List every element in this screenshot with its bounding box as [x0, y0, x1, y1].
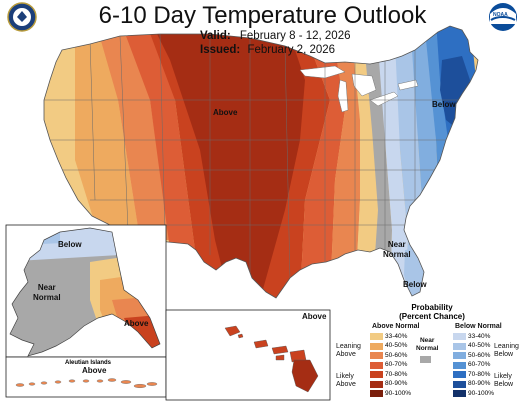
hawaii-islands	[224, 325, 319, 393]
legend-above-label: 70-80%	[385, 370, 408, 378]
great-lakes	[299, 65, 419, 113]
legend-above-label: 33-40%	[385, 332, 408, 340]
valid-label: Valid:	[200, 30, 231, 42]
legend-near-heading: Near Normal	[416, 337, 439, 352]
legend-leaning-below: Leaning Below	[494, 343, 519, 358]
legend-above-label: 90-100%	[385, 389, 412, 397]
legend-above-swatch	[370, 333, 383, 340]
legend-above-swatch	[370, 342, 383, 350]
legend-above-label: 60-70%	[385, 361, 408, 368]
legend-below-label: 70-80%	[468, 370, 491, 378]
legend-below-swatch	[453, 333, 466, 340]
legend-above-swatch	[370, 361, 383, 369]
noaa-logo	[489, 3, 517, 31]
legend-below-heading: Below Normal	[455, 323, 502, 330]
state-boundaries	[44, 33, 470, 281]
legend-above-swatch	[370, 371, 383, 378]
valid-dates: February 8 - 12, 2026	[239, 30, 351, 42]
valid-line: Valid: February 8 - 12, 2026	[200, 30, 350, 42]
legend-below-swatch	[453, 380, 466, 388]
legend-leaning-above: Leaning Above	[336, 343, 361, 358]
legend-above-heading: Above Normal	[372, 323, 420, 330]
label-below-alaska: Below	[58, 240, 82, 249]
legend-likely-above: Likely Above	[336, 373, 356, 388]
label-near-normal-alaska: Near Normal	[33, 283, 61, 302]
page-title: 6-10 Day Temperature Outlook	[98, 2, 427, 29]
issued-line: Issued: February 2, 2026	[200, 44, 335, 56]
noaa-logo-text: NOAA	[493, 12, 508, 18]
label-above-hawaii: Above	[302, 312, 327, 321]
legend-title: Probability (Percent Chance)	[399, 303, 465, 321]
legend-near-swatch	[420, 356, 431, 363]
label-below-florida: Below	[403, 280, 427, 289]
legend-below-swatch	[453, 361, 466, 369]
label-above-conus: Above	[213, 108, 238, 117]
label-near-normal-southeast: Near Normal	[383, 240, 411, 259]
legend-below-label: 60-70%	[468, 361, 491, 368]
legend-below-label: 90-100%	[468, 389, 495, 397]
legend-below-label: 40-50%	[468, 342, 491, 349]
legend-above-label: 40-50%	[385, 342, 408, 349]
alaska-outline	[9, 227, 161, 357]
label-below-northeast: Below	[432, 100, 456, 109]
legend-below-label: 33-40%	[468, 332, 491, 340]
legend-below-swatch	[453, 390, 466, 397]
legend-below-swatch	[453, 371, 466, 378]
legend-below-swatch	[453, 342, 466, 350]
legend-below-swatch	[453, 352, 466, 359]
aleutian-islands-title: Aleutian Islands	[65, 360, 112, 366]
issued-date: February 2, 2026	[247, 44, 336, 56]
legend-above-label: 50-60%	[385, 351, 408, 359]
legend-above-swatch	[370, 390, 383, 397]
legend-below-label: 50-60%	[468, 351, 491, 359]
issued-label: Issued:	[200, 44, 241, 56]
legend-below-label: 80-90%	[468, 380, 491, 387]
legend-above-swatch	[370, 352, 383, 359]
label-above-aleutians: Above	[82, 366, 107, 375]
legend-above-swatch	[370, 380, 383, 388]
legend-above-label: 80-90%	[385, 380, 408, 387]
aleutian-islands	[15, 378, 158, 389]
legend-likely-below: Likely Below	[494, 373, 514, 388]
noaa-commerce-seal-logo	[7, 2, 37, 32]
aleutian-inset-frame	[5, 356, 167, 398]
label-above-alaska: Above	[124, 319, 149, 328]
